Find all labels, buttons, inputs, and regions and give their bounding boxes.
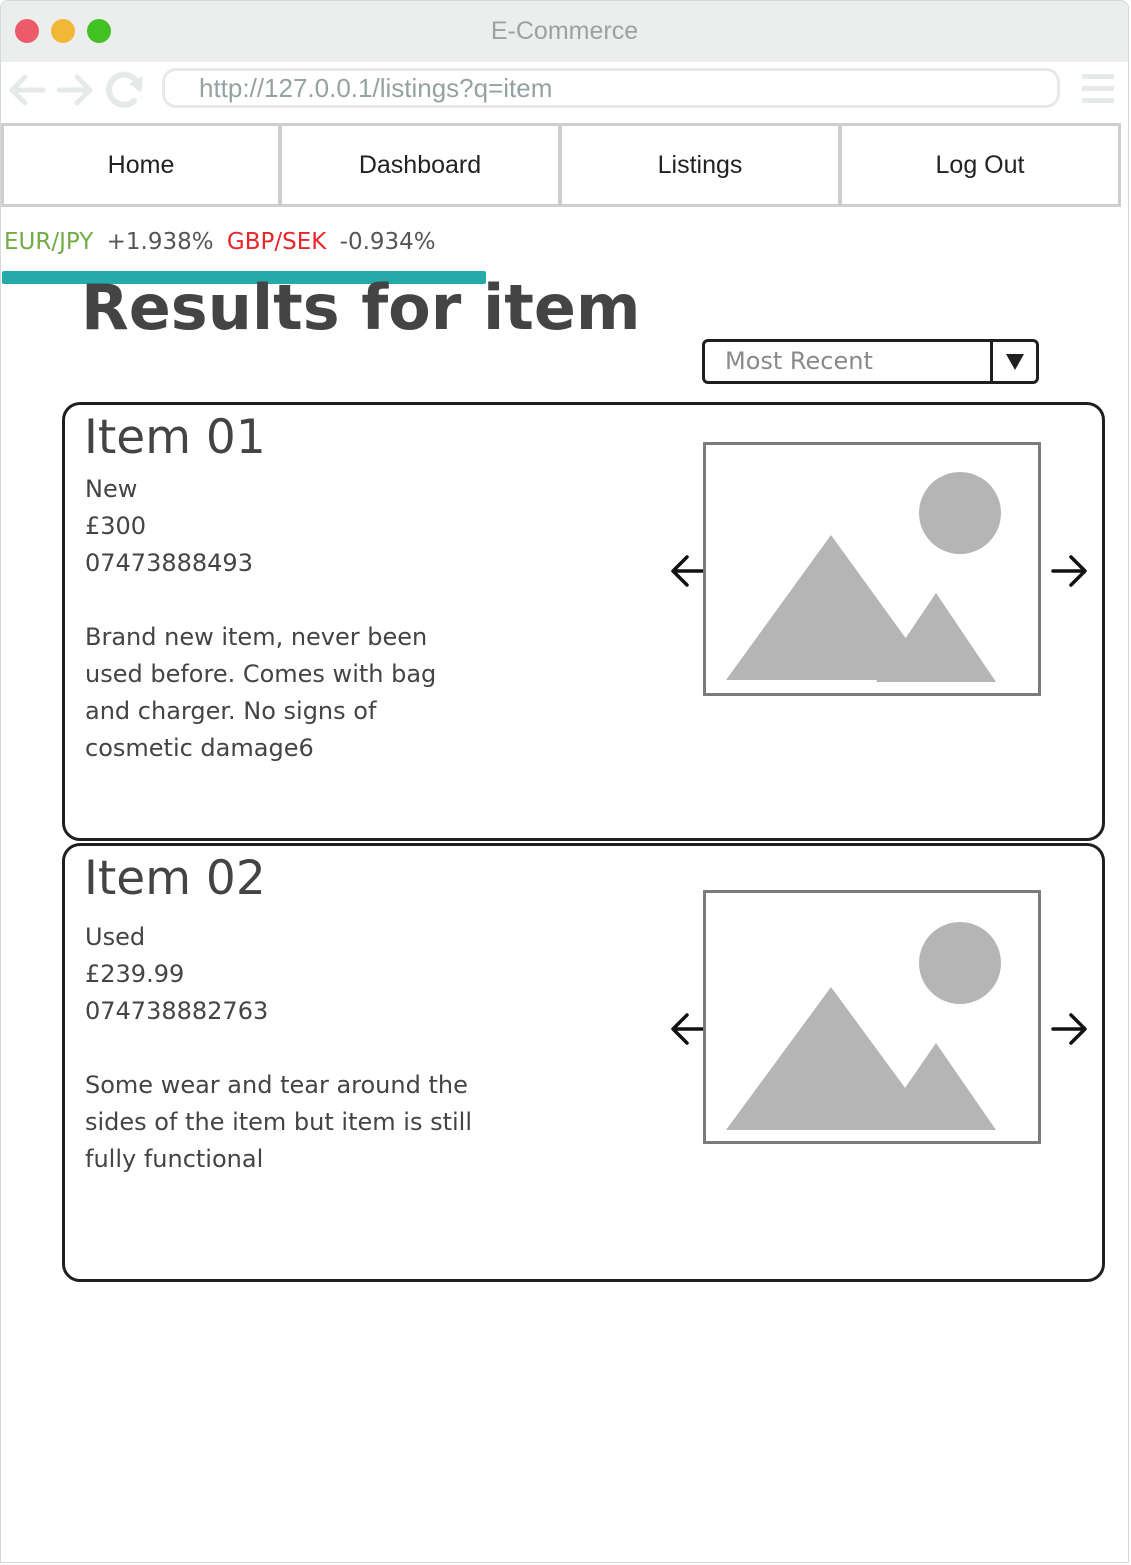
listing-image <box>703 890 1041 1144</box>
ticker-change: +1.938% <box>106 229 214 255</box>
listing-phone: 07473888493 <box>85 549 253 577</box>
title-bar: E-Commerce <box>1 1 1128 62</box>
back-button[interactable] <box>5 68 49 112</box>
arrow-left-icon <box>9 74 46 106</box>
listing-description: Brand new item, never been used before. … <box>85 623 437 762</box>
arrow-right-icon <box>56 74 93 106</box>
listing-condition: Used <box>85 923 146 951</box>
browser-toolbar: http://127.0.0.1/listings?q=item <box>1 62 1128 118</box>
ticker-pair: GBP/SEK <box>226 229 327 255</box>
ticker-underline <box>2 271 486 284</box>
page-title: Results for item <box>81 271 641 344</box>
nav-log-out[interactable]: Log Out <box>839 123 1121 207</box>
listing-description: Some wear and tear around the sides of t… <box>85 1071 472 1173</box>
browser-menu-button[interactable] <box>1079 72 1119 108</box>
carousel-next-button[interactable] <box>1049 1009 1089 1049</box>
listing-title: Item 01 <box>84 410 266 465</box>
listing-price: £300 <box>85 512 147 540</box>
listing-phone: 074738882763 <box>85 997 269 1025</box>
hamburger-menu-icon <box>1082 74 1114 103</box>
nav-home[interactable]: Home <box>1 123 281 207</box>
forward-button[interactable] <box>53 68 97 112</box>
ticker-pair: EUR/JPY <box>4 229 94 255</box>
image-placeholder-icon <box>726 922 1001 1130</box>
triangle-down-icon <box>1005 353 1024 370</box>
sort-selected-value: Most Recent <box>725 347 873 375</box>
listing-image <box>703 442 1041 696</box>
nav-listings[interactable]: Listings <box>559 123 841 207</box>
sort-dropdown[interactable]: Most Recent <box>702 339 1039 384</box>
reload-button[interactable] <box>103 68 147 112</box>
arrow-right-icon <box>1051 555 1087 587</box>
carousel-next-button[interactable] <box>1049 551 1089 591</box>
arrow-left-icon <box>671 1013 707 1045</box>
dropdown-toggle[interactable] <box>990 342 1036 381</box>
address-bar[interactable]: http://127.0.0.1/listings?q=item <box>162 68 1060 108</box>
currency-ticker: EUR/JPY +1.938% GBP/SEK -0.934% <box>4 229 442 263</box>
minimize-window-button[interactable] <box>51 19 75 43</box>
listing-card[interactable]: Item 01 New £300 07473888493 Brand new i… <box>62 402 1105 841</box>
listing-price: £239.99 <box>85 960 185 988</box>
arrow-left-icon <box>671 555 707 587</box>
ticker-change: -0.934% <box>339 229 436 255</box>
listing-condition: New <box>85 475 138 503</box>
main-nav: Home Dashboard Listings Log Out <box>1 123 1121 207</box>
reload-icon <box>106 71 143 108</box>
window-title: E-Commerce <box>490 17 639 45</box>
carousel-prev-button[interactable] <box>669 1009 709 1049</box>
carousel-prev-button[interactable] <box>669 551 709 591</box>
listing-title: Item 02 <box>84 851 266 906</box>
nav-dashboard[interactable]: Dashboard <box>279 123 561 207</box>
listing-card[interactable]: Item 02 Used £239.99 074738882763 Some w… <box>62 843 1105 1282</box>
maximize-window-button[interactable] <box>87 19 111 43</box>
close-window-button[interactable] <box>15 19 39 43</box>
arrow-right-icon <box>1051 1013 1087 1045</box>
image-placeholder-icon <box>726 472 1001 682</box>
